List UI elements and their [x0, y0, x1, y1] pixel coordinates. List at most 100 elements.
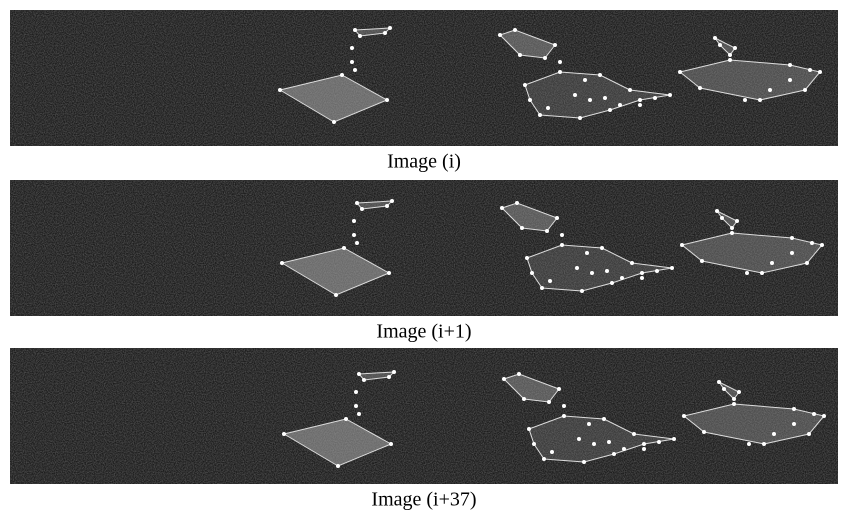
vertex-dot [592, 442, 596, 446]
vertex-dot [532, 442, 536, 446]
vertex-dot [620, 276, 624, 280]
vertex-dot [578, 116, 582, 120]
vertex-dot [608, 108, 612, 112]
vertex-dot [583, 78, 587, 82]
vertex-dot [588, 98, 592, 102]
image-panel [10, 180, 838, 316]
vertex-dot [590, 271, 594, 275]
vertex-dot [525, 256, 529, 260]
vertex-dot [700, 259, 704, 263]
vertex-dot [573, 93, 577, 97]
vertex-dot [548, 279, 552, 283]
vertex-dot [747, 442, 751, 446]
vertex-dot [354, 390, 358, 394]
vertex-dot [733, 46, 737, 50]
vertex-dot [790, 236, 794, 240]
vertex-dot [737, 390, 741, 394]
vertex-dot [822, 414, 826, 418]
vertex-dot [528, 98, 532, 102]
vertex-dot [722, 387, 726, 391]
vertex-dot [720, 216, 724, 220]
vertex-dot [500, 206, 504, 210]
vertex-dot [383, 31, 387, 35]
vertex-dot [668, 93, 672, 97]
vertex-dot [336, 464, 340, 468]
vertex-dot [553, 43, 557, 47]
vertex-dot [638, 98, 642, 102]
vertex-dot [728, 53, 732, 57]
vertex-dot [558, 70, 562, 74]
vertex-dot [575, 266, 579, 270]
vertex-dot [605, 269, 609, 273]
vertex-dot [618, 103, 622, 107]
vertex-dot [517, 372, 521, 376]
vertex-dot [280, 261, 284, 265]
vertex-dot [547, 400, 551, 404]
vertex-dot [790, 251, 794, 255]
vertex-dot [392, 370, 396, 374]
vertex-dot [585, 251, 589, 255]
vertex-dot [680, 243, 684, 247]
vertex-dot [818, 70, 822, 74]
vertex-dot [344, 417, 348, 421]
vertex-dot [555, 216, 559, 220]
vertex-dot [820, 243, 824, 247]
vertex-dot [357, 412, 361, 416]
vertex-dot [543, 56, 547, 60]
vertex-dot [582, 460, 586, 464]
vertex-dot [527, 427, 531, 431]
vertex-dot [546, 106, 550, 110]
vertex-dot [788, 63, 792, 67]
vertex-dot [792, 407, 796, 411]
vertex-dot [640, 276, 644, 280]
vertex-dot [355, 241, 359, 245]
vertex-dot [612, 452, 616, 456]
vertex-dot [735, 219, 739, 223]
vertex-dot [715, 209, 719, 213]
vertex-dot [657, 440, 661, 444]
vertex-dot [788, 78, 792, 82]
vertex-dot [538, 113, 542, 117]
vertex-dot [760, 271, 764, 275]
vertex-dot [523, 83, 527, 87]
vertex-dot [713, 36, 717, 40]
vertex-dot [353, 28, 357, 32]
vertex-dot [743, 98, 747, 102]
vertex-dot [550, 450, 554, 454]
vertex-dot [812, 412, 816, 416]
vertex-dot [560, 233, 564, 237]
vertex-dot [672, 437, 676, 441]
vertex-dot [632, 432, 636, 436]
vertex-dot [352, 219, 356, 223]
vertex-dot [388, 26, 392, 30]
vertex-dot [805, 261, 809, 265]
vertex-dot [730, 231, 734, 235]
vertex-dot [557, 387, 561, 391]
vertex-dot [587, 422, 591, 426]
vertex-dot [352, 233, 356, 237]
vertex-dot [540, 286, 544, 290]
vertex-dot [640, 271, 644, 275]
vertex-dot [682, 414, 686, 418]
vertex-dot [698, 86, 702, 90]
vertex-dot [577, 437, 581, 441]
vertex-dot [522, 397, 526, 401]
vertex-dot [357, 372, 361, 376]
vertex-dot [560, 243, 564, 247]
vertex-dot [387, 271, 391, 275]
vertex-dot [390, 199, 394, 203]
vertex-dot [808, 68, 812, 72]
vertex-dot [655, 269, 659, 273]
vertex-dot [770, 261, 774, 265]
vertex-dot [362, 378, 366, 382]
vertex-dot [278, 88, 282, 92]
vertex-dot [385, 204, 389, 208]
vertex-dot [810, 241, 814, 245]
vertex-dot [772, 432, 776, 436]
figure: Image (i)Image (i+1)Image (i+37) [0, 0, 848, 515]
vertex-dot [385, 98, 389, 102]
vertex-dot [638, 103, 642, 107]
vertex-dot [670, 266, 674, 270]
vertex-dot [807, 432, 811, 436]
vertex-dot [358, 34, 362, 38]
